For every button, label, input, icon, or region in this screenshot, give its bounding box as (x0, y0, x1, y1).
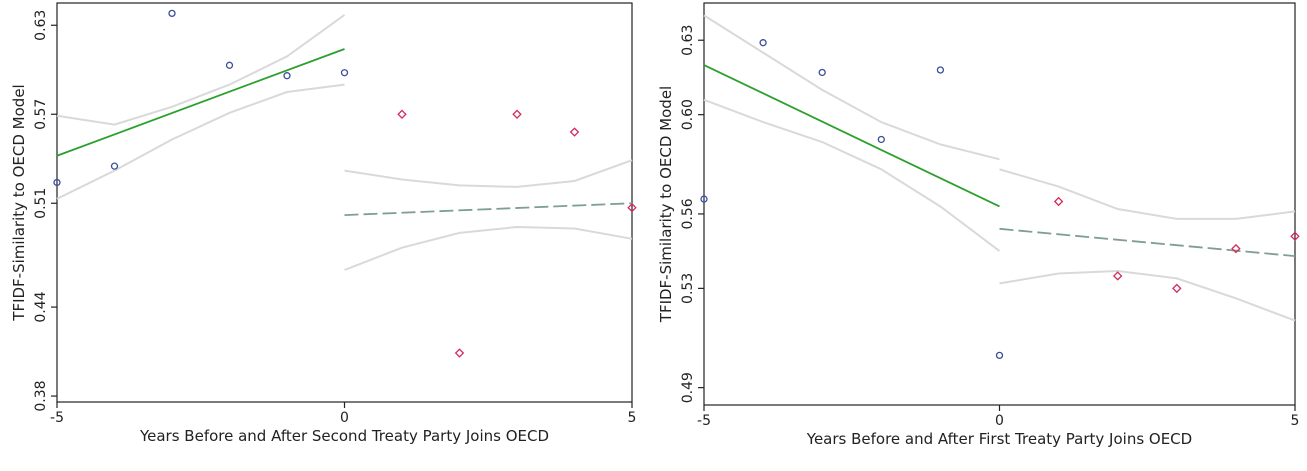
x-tick-label: 0 (340, 410, 349, 426)
data-point-before (995, 351, 1004, 360)
confidence-band-upper-1 (999, 168, 1296, 220)
y-tick-label: 0.60 (680, 99, 696, 130)
data-point-before (283, 72, 291, 80)
data-point-after (397, 109, 407, 119)
data-point-after (1172, 283, 1182, 294)
x-tick-label: -5 (50, 410, 64, 426)
fit-line-solid (703, 64, 1000, 208)
x-tick-label: 5 (1291, 413, 1300, 429)
fit-line-dashed (999, 227, 1296, 258)
y-tick-label: 0.57 (33, 99, 49, 130)
data-point-after (512, 109, 522, 119)
y-tick-label: 0.53 (680, 273, 696, 304)
data-point-before (53, 178, 61, 187)
x-tick-label: -5 (697, 413, 711, 429)
x-axis-title: Years Before and After Second Treaty Par… (139, 427, 549, 445)
x-tick-label: 5 (628, 410, 637, 426)
data-point-before (168, 9, 176, 18)
fit-line-solid (56, 48, 345, 157)
x-tick-label: 0 (995, 413, 1004, 429)
y-tick-label: 0.63 (33, 10, 49, 41)
fit-line-dashed (344, 202, 633, 217)
x-axis-title: Years Before and After First Treaty Part… (806, 430, 1192, 448)
data-point-after (569, 127, 580, 137)
confidence-band-upper-1 (344, 159, 633, 188)
data-point-after (1053, 196, 1064, 207)
confidence-band-lower-1 (999, 269, 1296, 322)
y-axis-title: TFIDF-Similarity to OECD Model (657, 86, 675, 323)
data-point-before (110, 162, 119, 170)
data-point-before (700, 195, 708, 203)
chart-left: -5 0 5 0.38 0.44 0.51 0.57 0.63 Years Before and… (0, 0, 650, 466)
chart-right-svg: -5 0 5 0.49 0.53 0.56 0.60 0.63 Years Before and… (657, 2, 1300, 448)
confidence-band-lower-0 (56, 83, 345, 200)
confidence-band-lower-0 (703, 98, 1001, 252)
data-point-after (454, 348, 465, 358)
plot-frame (56, 2, 633, 403)
y-axis-title: TFIDF-Similarity to OECD Model (10, 84, 28, 321)
data-point-after (1231, 243, 1241, 254)
y-tick-label: 0.56 (680, 198, 696, 229)
y-tick-label: 0.63 (680, 25, 696, 56)
data-point-after (1290, 231, 1300, 241)
data-point-before (225, 61, 234, 69)
chart-left-svg: -5 0 5 0.38 0.44 0.51 0.57 0.63 Years Before and… (10, 2, 637, 445)
y-tick-label: 0.51 (33, 188, 49, 219)
confidence-band-upper-0 (703, 14, 1000, 161)
data-point-before (936, 66, 945, 74)
data-point-before (759, 39, 767, 47)
y-tick-label: 0.44 (33, 291, 49, 322)
confidence-band-upper-0 (56, 14, 346, 126)
y-tick-label: 0.38 (33, 380, 49, 411)
chart-right: -5 0 5 0.49 0.53 0.56 0.60 0.63 Years Before and… (655, 0, 1305, 466)
data-point-before (818, 68, 826, 77)
data-point-before (340, 69, 349, 77)
data-point-after (627, 202, 637, 213)
data-point-before (877, 135, 885, 144)
data-point-after (1112, 271, 1123, 281)
confidence-band-lower-1 (344, 225, 633, 271)
plot-frame (703, 2, 1296, 406)
y-tick-label: 0.49 (680, 372, 696, 403)
